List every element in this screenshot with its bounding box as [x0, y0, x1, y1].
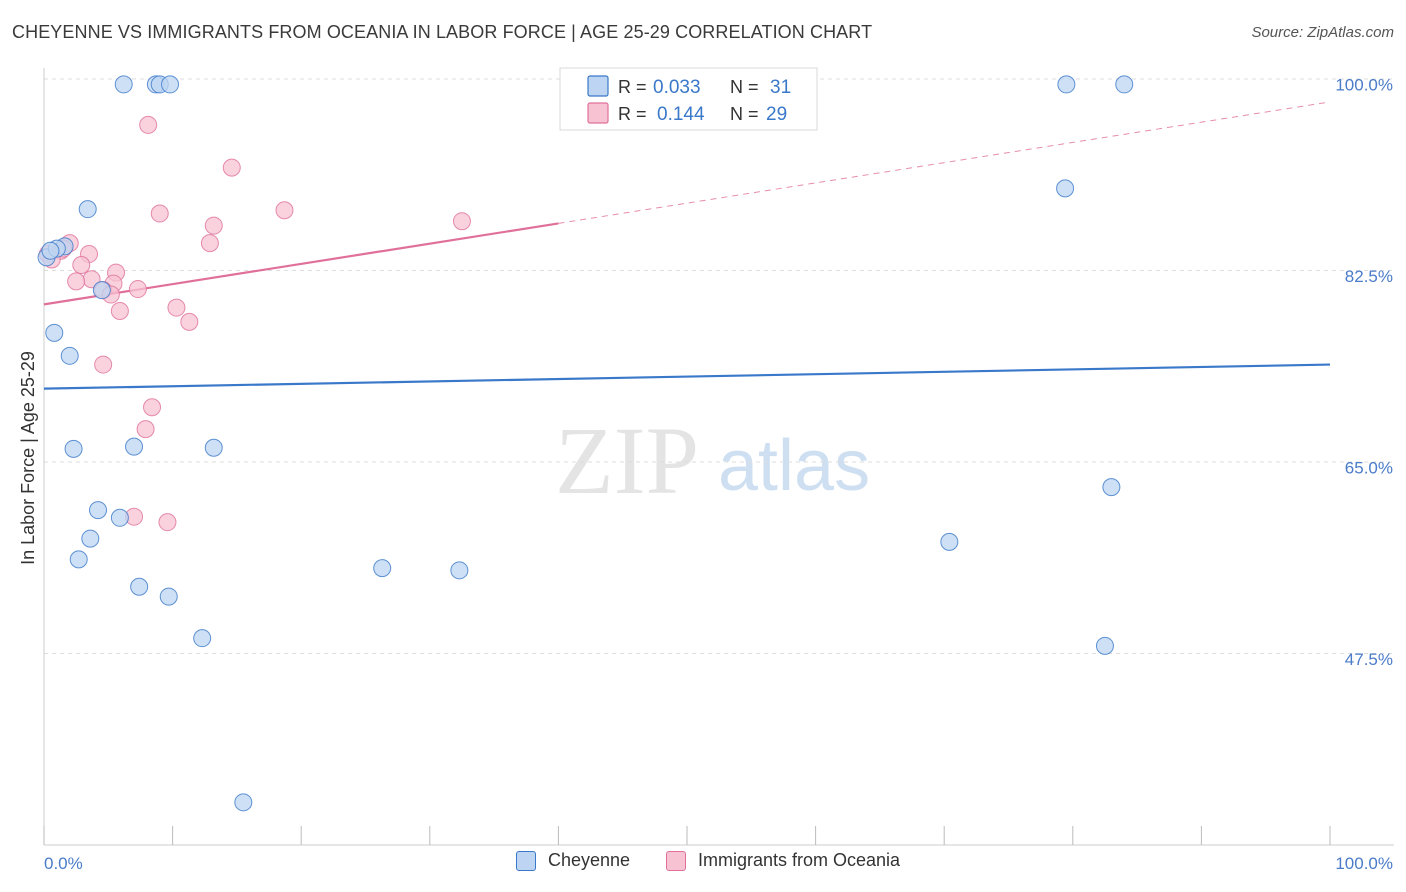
point-cheyenne-17[interactable]	[130, 577, 149, 596]
legend-n-label-2: N =	[730, 104, 759, 124]
y-tick-labels: 47.5% 65.0% 82.5% 100.0%	[1335, 75, 1393, 669]
x-tick-label-0: 0.0%	[44, 854, 83, 873]
watermark-zip: ZIP	[555, 407, 699, 514]
chart-title: CHEYENNE VS IMMIGRANTS FROM OCEANIA IN L…	[12, 22, 873, 42]
point-oceania-24[interactable]	[204, 216, 223, 235]
legend-top: R = 0.033 N = 31 R = 0.144 N = 29	[559, 67, 818, 131]
source-label: Source: ZipAtlas.com	[1251, 24, 1394, 41]
legend-r-value-2: 0.144	[657, 104, 705, 125]
watermark-atlas: atlas	[718, 426, 870, 506]
legend-label-oceania: Immigrants from Oceania	[698, 850, 901, 870]
point-oceania-16[interactable]	[143, 398, 162, 417]
y-tick-label-2: 82.5%	[1345, 267, 1393, 286]
point-cheyenne-26[interactable]	[1057, 75, 1076, 94]
axes	[43, 68, 1394, 846]
trend-lines	[43, 101, 1331, 390]
point-oceania-26[interactable]	[452, 212, 471, 231]
point-oceania-14[interactable]	[180, 312, 199, 331]
legend-swatch-blue	[587, 75, 609, 97]
point-oceania-17[interactable]	[136, 420, 155, 439]
point-cheyenne-5[interactable]	[114, 75, 133, 94]
x-tick-labels: 0.0% 100.0%	[44, 854, 1393, 873]
trend-line-oceania-extension	[558, 101, 1331, 224]
point-cheyenne-3[interactable]	[60, 346, 79, 365]
point-cheyenne-11[interactable]	[125, 437, 144, 456]
y-axis-label: In Labor Force | Age 25-29	[18, 351, 38, 565]
point-cheyenne-12[interactable]	[204, 438, 223, 457]
point-oceania-13[interactable]	[167, 298, 186, 317]
point-cheyenne-24[interactable]	[1056, 179, 1075, 198]
point-oceania-21[interactable]	[150, 204, 169, 223]
legend-swatch-cheyenne	[516, 850, 536, 871]
point-cheyenne-15[interactable]	[81, 529, 100, 548]
point-oceania-19[interactable]	[158, 513, 177, 532]
y-tick-label-3: 100.0%	[1335, 75, 1393, 94]
point-cheyenne-20[interactable]	[373, 559, 392, 578]
legend-swatch-oceania	[666, 850, 686, 871]
y-tick-label-1: 65.0%	[1345, 458, 1393, 477]
point-oceania-15[interactable]	[94, 355, 113, 374]
point-cheyenne-9[interactable]	[92, 281, 111, 300]
point-cheyenne-16[interactable]	[69, 550, 88, 569]
point-oceania-23[interactable]	[275, 201, 294, 220]
legend-n-value-1: 31	[770, 77, 791, 98]
watermark: ZIP atlas	[555, 407, 870, 514]
point-cheyenne-19[interactable]	[193, 629, 212, 648]
point-cheyenne-27[interactable]	[1115, 75, 1134, 94]
legend-item-oceania[interactable]: Immigrants from Oceania	[666, 850, 900, 871]
point-cheyenne-22[interactable]	[234, 793, 253, 812]
x-tick-label-1: 100.0%	[1335, 854, 1393, 873]
y-tick-label-0: 47.5%	[1345, 650, 1393, 669]
legend-swatch-pink	[587, 102, 609, 124]
point-oceania-6[interactable]	[67, 272, 86, 291]
legend-item-cheyenne[interactable]: Cheyenne	[516, 850, 630, 871]
point-cheyenne-25[interactable]	[1102, 478, 1121, 497]
point-oceania-4[interactable]	[72, 255, 91, 274]
trend-line-cheyenne	[43, 363, 1331, 390]
point-cheyenne-30[interactable]	[41, 241, 60, 260]
legend-n-label-1: N =	[730, 77, 759, 97]
point-cheyenne-10[interactable]	[64, 439, 83, 458]
legend-label-cheyenne: Cheyenne	[548, 850, 631, 870]
legend-n-value-2: 29	[766, 104, 787, 125]
legend-r-value-1: 0.033	[653, 77, 701, 98]
point-cheyenne-21[interactable]	[450, 561, 469, 580]
legend-bottom: Cheyenne Immigrants from Oceania	[0, 850, 1406, 880]
point-oceania-22[interactable]	[222, 158, 241, 177]
point-cheyenne-23[interactable]	[940, 532, 959, 551]
point-cheyenne-2[interactable]	[45, 323, 64, 342]
trend-line-oceania	[43, 222, 559, 306]
data-points	[37, 75, 1134, 812]
point-oceania-25[interactable]	[200, 234, 219, 253]
point-cheyenne-18[interactable]	[159, 587, 178, 606]
legend-r-label-2: R =	[618, 104, 647, 124]
point-cheyenne-4[interactable]	[78, 200, 97, 219]
x-ticks	[43, 826, 1331, 845]
point-cheyenne-8[interactable]	[161, 75, 180, 94]
point-oceania-20[interactable]	[139, 115, 158, 134]
point-oceania-10[interactable]	[128, 280, 147, 299]
point-cheyenne-28[interactable]	[1095, 636, 1114, 655]
legend-r-label-1: R =	[618, 77, 647, 97]
point-cheyenne-14[interactable]	[110, 508, 129, 527]
point-oceania-12[interactable]	[110, 301, 129, 320]
point-cheyenne-13[interactable]	[89, 501, 108, 520]
